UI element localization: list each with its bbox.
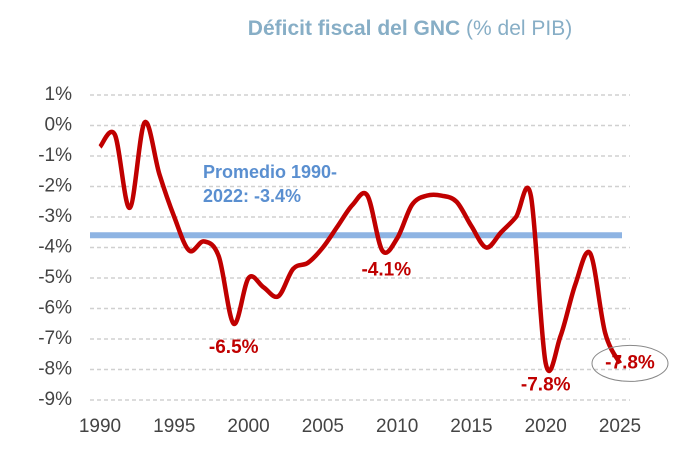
data-label: -6.5% <box>209 337 259 358</box>
x-tick-label: 2005 <box>302 416 344 437</box>
chart-title: Déficit fiscal del GNC (% del PIB) <box>248 17 572 40</box>
title-unit: (% del PIB) <box>466 17 572 40</box>
data-label: -4.1% <box>361 260 411 281</box>
x-tick-label: 2015 <box>450 416 492 437</box>
x-tick-label: 2010 <box>376 416 418 437</box>
y-tick-label: -1% <box>38 145 72 166</box>
y-tick-label: -5% <box>38 267 72 288</box>
y-tick-label: -8% <box>38 359 72 380</box>
data-label: -7.8% <box>605 352 655 373</box>
y-tick-label: -9% <box>38 389 72 410</box>
x-tick-label: 2025 <box>599 416 641 437</box>
y-tick-label: -6% <box>38 298 72 319</box>
y-tick-label: 1% <box>45 84 73 105</box>
x-tick-label: 2000 <box>227 416 269 437</box>
y-tick-label: -2% <box>38 176 72 197</box>
x-tick-label: 2020 <box>525 416 567 437</box>
data-label: -7.8% <box>521 374 571 395</box>
x-tick-label: 1995 <box>153 416 195 437</box>
x-tick-label: 1990 <box>79 416 121 437</box>
y-tick-label: -7% <box>38 328 72 349</box>
title-main: Déficit fiscal del GNC <box>248 17 460 40</box>
data-line <box>98 119 623 374</box>
y-tick-label: 0% <box>45 115 73 136</box>
reference-label: 2022: -3.4% <box>203 186 301 206</box>
reference-label: Promedio 1990- <box>203 162 337 182</box>
y-tick-label: -3% <box>38 206 72 227</box>
y-tick-label: -4% <box>38 237 72 258</box>
highlight-circle <box>591 344 669 382</box>
